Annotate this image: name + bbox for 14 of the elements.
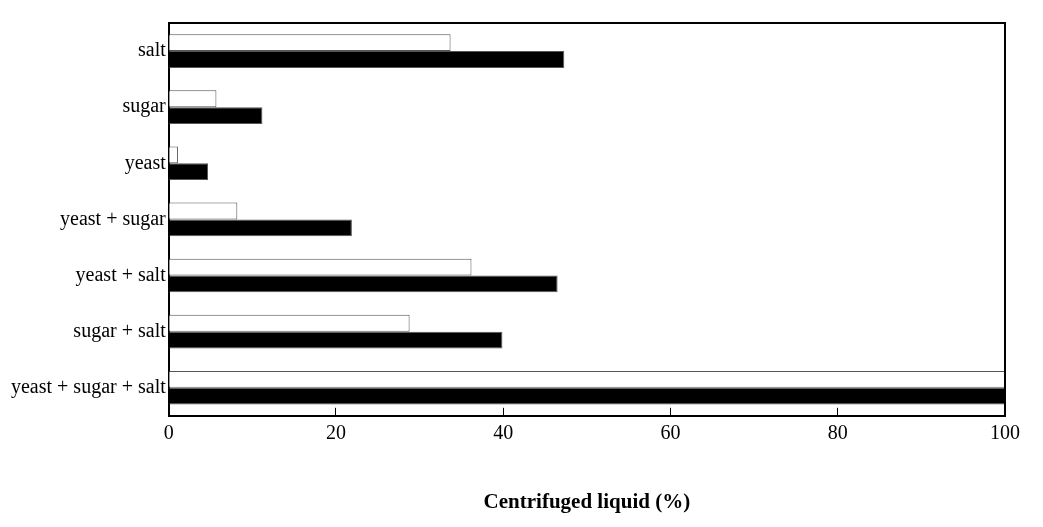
x-axis-title: Centrifuged liquid (%) — [483, 488, 691, 513]
x-tick-label: 20 — [326, 421, 346, 444]
y-tick-label: yeast + sugar + salt — [11, 374, 167, 398]
x-tick-label: 60 — [660, 421, 681, 444]
y-tick-label: salt — [137, 38, 167, 61]
y-tick-label: sugar — [122, 94, 167, 118]
x-tick-label: 80 — [827, 421, 848, 444]
y-tick-label: yeast — [124, 150, 167, 174]
y-tick-label: yeast + salt — [75, 262, 167, 286]
x-tick-label: 100 — [990, 421, 1020, 444]
y-tick-label: yeast + sugar — [60, 206, 167, 230]
y-tick-label: sugar + salt — [73, 318, 167, 342]
x-tick-label: 40 — [493, 421, 514, 444]
x-tick-label: 0 — [163, 421, 174, 444]
